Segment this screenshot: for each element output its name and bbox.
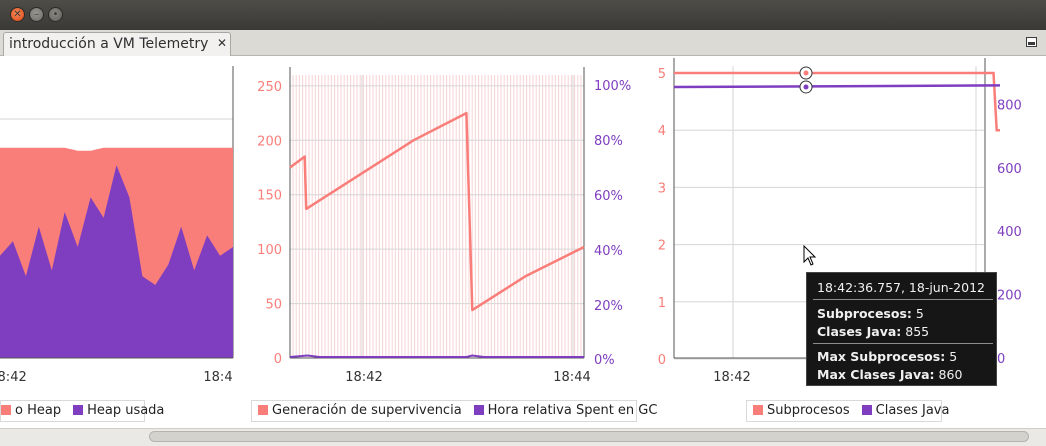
y-right-tick-label: 400: [997, 225, 1022, 240]
legend-swatch: [473, 405, 484, 415]
legend-swatch: [73, 405, 84, 415]
threads-chart-legend: Subprocesos Clases Java: [746, 400, 949, 422]
y-right-tick-label: 60%: [594, 189, 623, 204]
y-left-tick-label: 0: [658, 353, 666, 368]
survivor-chart-legend: Generación de supervivencia Hora relativa…: [251, 400, 657, 422]
y-left-tick-label: 100: [257, 243, 282, 258]
gc-time-line: [289, 354, 584, 358]
y-right-tick-label: 40%: [594, 244, 623, 259]
heap-used-area: [0, 165, 233, 358]
legend-label: Clases Java: [875, 403, 950, 418]
threads-line: [674, 71, 1000, 132]
tooltip-row: Max Clases Java: 860: [817, 367, 963, 382]
legend-label: Hora relativa Spent en GC: [487, 403, 658, 418]
tooltip-row: Subprocesos: 5: [817, 306, 924, 321]
legend-swatch: [861, 405, 872, 415]
window-maximize-button[interactable]: •: [48, 7, 63, 22]
window-titlebar: ✕ – •: [0, 0, 1046, 30]
tab-title: introducción a VM Telemetry: [9, 36, 209, 52]
maximize-icon: •: [52, 9, 59, 20]
y-left-tick-label: 1: [658, 296, 666, 311]
y-right-tick-label: 600: [997, 162, 1022, 177]
classes-line: [673, 84, 1001, 89]
x-tick-label: 18:42: [0, 370, 27, 385]
y-left-tick-label: 200: [257, 134, 282, 149]
window-minimize-button[interactable]: –: [29, 7, 44, 22]
y-right-tick-label: 100%: [594, 79, 631, 94]
classes-marker-dot: [803, 84, 809, 90]
y-left-tick-label: 250: [257, 80, 282, 95]
y-right-tick-label: 80%: [594, 134, 623, 149]
legend-label: Heap usada: [87, 403, 165, 418]
y-left-tick-label: 5: [658, 67, 666, 82]
survivor-gen-chart: 250 200 150 100 50 0 100% 80% 60% 40% 20% 0% 18:42 18…: [257, 67, 631, 385]
legend-label: Subprocesos: [767, 403, 850, 418]
heap-chart: 18:42 18:4: [0, 66, 234, 385]
x-tick-label: 18:42: [713, 370, 750, 385]
x-tick-label: 18:4: [203, 370, 232, 385]
close-icon: ✕: [13, 9, 22, 20]
restore-window-icon[interactable]: [1026, 37, 1037, 47]
tab-vm-telemetry[interactable]: introducción a VM Telemetry ✕: [3, 32, 231, 56]
tooltip-row: Clases Java: 855: [817, 324, 930, 339]
legend-swatch: [1, 405, 11, 415]
y-left-tick-label: 150: [257, 189, 282, 204]
y-left-tick-label: 4: [658, 124, 666, 139]
x-tick-label: 18:44: [553, 370, 590, 385]
legend-label: Generación de supervivencia: [272, 403, 462, 418]
chart-tooltip: 18:42:36.757, 18-jun-2012 Subprocesos: 5…: [806, 272, 997, 386]
heap-chart-legend: o Heap Heap usada: [0, 400, 164, 422]
tooltip-row: Max Subprocesos: 5: [817, 349, 958, 364]
y-right-tick-label: 0%: [594, 353, 615, 368]
y-left-tick-label: 0: [274, 352, 282, 367]
y-right-tick-label: 200: [997, 289, 1022, 304]
legend-swatch: [753, 405, 763, 415]
horizontal-scrollbar[interactable]: [0, 428, 1046, 446]
legend-label: o Heap: [15, 403, 62, 418]
tooltip-timestamp: 18:42:36.757, 18-jun-2012: [817, 280, 985, 295]
y-right-tick-label: 20%: [594, 299, 623, 314]
threads-marker-dot: [803, 70, 809, 76]
window-close-button[interactable]: ✕: [10, 7, 25, 22]
y-left-tick-label: 50: [265, 298, 282, 313]
scrollbar-thumb[interactable]: [149, 431, 1029, 442]
x-tick-label: 18:42: [345, 370, 382, 385]
tab-close-icon[interactable]: ✕: [217, 36, 228, 50]
mouse-cursor-icon: [803, 245, 817, 266]
y-right-tick-label: 0: [997, 352, 1005, 367]
y-left-tick-label: 2: [658, 239, 666, 254]
y-right-tick-label: 800: [997, 98, 1022, 113]
survivor-generation-line: [289, 111, 585, 312]
tab-strip: introducción a VM Telemetry ✕: [0, 30, 1046, 56]
y-left-tick-label: 3: [658, 181, 666, 196]
minimize-icon: –: [34, 9, 39, 20]
legend-swatch: [258, 405, 268, 415]
